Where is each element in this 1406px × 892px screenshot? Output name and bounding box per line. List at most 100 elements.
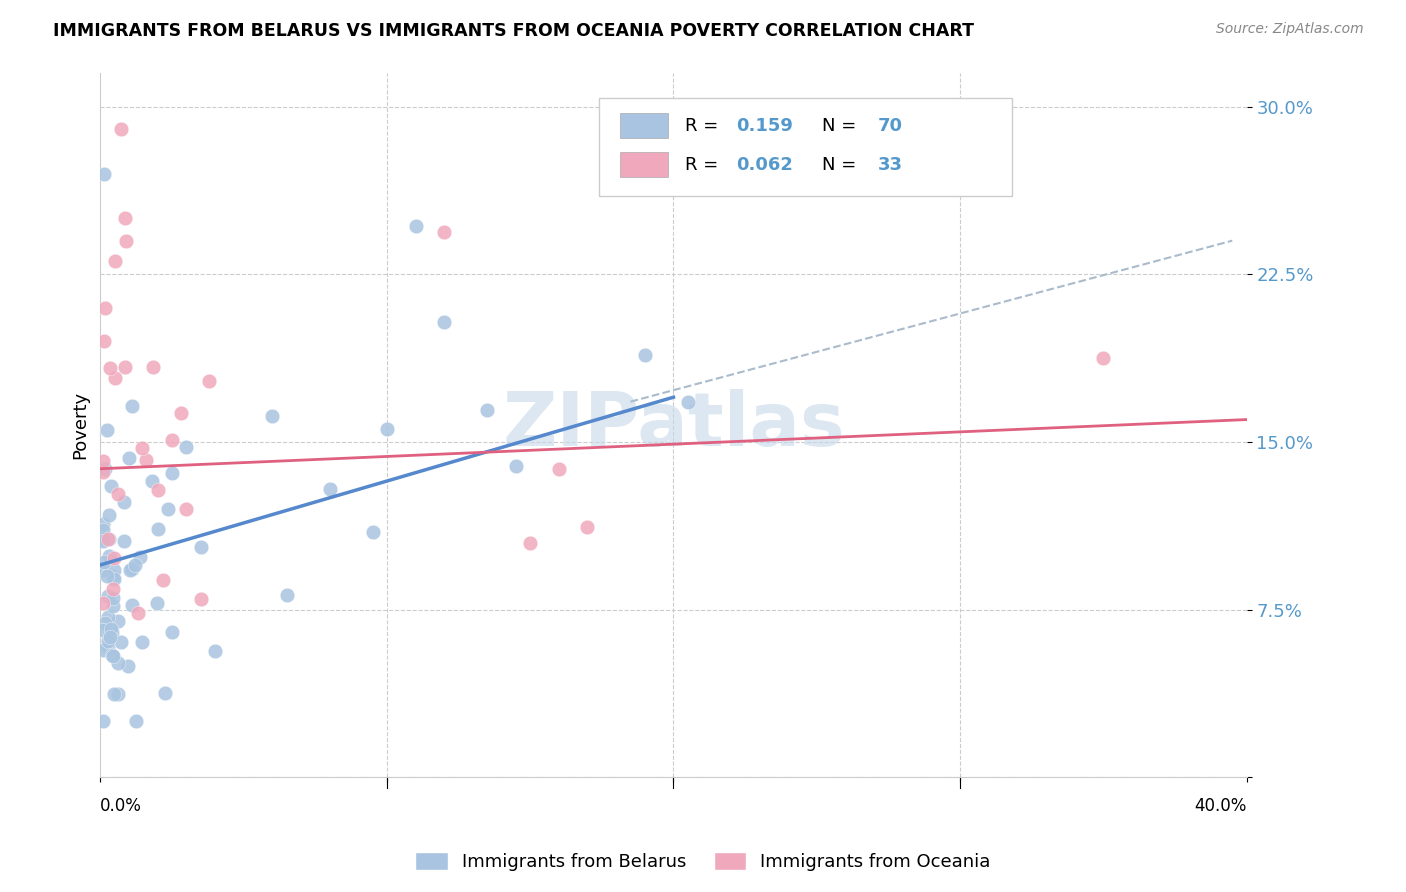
Point <box>91 517 114 532</box>
Point <box>477 402 499 417</box>
Point <box>91 642 114 657</box>
Point <box>97 532 120 546</box>
Point <box>112 495 135 509</box>
Point <box>433 315 456 329</box>
Point <box>107 687 129 701</box>
Point <box>103 254 125 268</box>
Point <box>91 533 114 548</box>
Point <box>153 686 176 700</box>
Point <box>129 550 152 565</box>
Text: 0.062: 0.062 <box>737 155 793 174</box>
Point <box>101 582 124 597</box>
Point <box>94 301 117 315</box>
Text: 0.159: 0.159 <box>737 117 793 135</box>
Point <box>101 649 124 664</box>
Point <box>103 550 125 565</box>
Point <box>110 635 132 649</box>
Point <box>121 399 143 413</box>
Point <box>190 591 212 606</box>
Point <box>156 501 179 516</box>
Point <box>634 348 657 362</box>
Point <box>576 520 599 534</box>
Point <box>93 461 115 475</box>
Point <box>100 479 122 493</box>
Point <box>104 371 127 385</box>
Text: Source: ZipAtlas.com: Source: ZipAtlas.com <box>1216 22 1364 37</box>
Point <box>131 635 153 649</box>
Point <box>160 433 183 447</box>
Point <box>100 622 122 636</box>
Point <box>127 606 149 620</box>
Point <box>141 474 163 488</box>
Point <box>93 555 115 569</box>
Point <box>91 523 114 537</box>
Point <box>91 453 114 467</box>
Point <box>1092 351 1115 365</box>
FancyBboxPatch shape <box>599 97 1011 196</box>
Point <box>121 562 143 576</box>
Point <box>103 599 125 614</box>
Point <box>100 648 122 662</box>
Text: IMMIGRANTS FROM BELARUS VS IMMIGRANTS FROM OCEANIA POVERTY CORRELATION CHART: IMMIGRANTS FROM BELARUS VS IMMIGRANTS FR… <box>53 22 974 40</box>
Point <box>276 588 298 602</box>
Point <box>103 591 125 606</box>
Point <box>91 623 114 637</box>
Point <box>146 596 169 610</box>
Point <box>103 563 125 577</box>
Point <box>125 714 148 729</box>
Point <box>97 633 120 648</box>
Legend: Immigrants from Belarus, Immigrants from Oceania: Immigrants from Belarus, Immigrants from… <box>408 845 998 879</box>
Point <box>112 534 135 549</box>
Point <box>97 640 120 655</box>
Point <box>198 374 221 388</box>
Text: ZIPatlas: ZIPatlas <box>502 389 845 462</box>
Point <box>96 569 118 583</box>
Point <box>101 570 124 584</box>
Point <box>160 624 183 639</box>
Point <box>146 483 169 497</box>
Point <box>405 219 427 233</box>
Text: R =: R = <box>685 117 724 135</box>
Point <box>169 407 191 421</box>
Point <box>107 487 129 501</box>
Point <box>160 467 183 481</box>
Point <box>204 644 226 658</box>
Point <box>152 573 174 587</box>
Point <box>98 630 121 644</box>
Point <box>101 625 124 640</box>
Point <box>120 564 142 578</box>
Text: 0.0%: 0.0% <box>100 797 142 815</box>
Point <box>142 359 165 374</box>
Point <box>146 522 169 536</box>
Point <box>131 441 153 455</box>
Point <box>135 453 157 467</box>
Point <box>98 361 121 376</box>
Point <box>91 714 114 729</box>
Point <box>114 211 136 226</box>
Point <box>98 532 121 546</box>
Point <box>91 596 114 610</box>
Point <box>107 657 129 671</box>
Text: 33: 33 <box>877 155 903 174</box>
Point <box>93 167 115 181</box>
Point <box>110 121 132 136</box>
Point <box>124 558 146 573</box>
Point <box>176 441 198 455</box>
Point <box>361 524 384 539</box>
Point <box>262 409 284 423</box>
Point <box>190 541 212 555</box>
Point <box>505 459 527 474</box>
Text: N =: N = <box>823 155 862 174</box>
FancyBboxPatch shape <box>620 113 668 138</box>
Text: N =: N = <box>823 117 862 135</box>
Point <box>114 234 136 248</box>
Point <box>103 573 125 587</box>
Point <box>176 502 198 516</box>
Point <box>375 421 398 435</box>
Point <box>93 334 115 349</box>
Point <box>114 360 136 375</box>
Point <box>93 532 115 546</box>
Text: 40.0%: 40.0% <box>1194 797 1247 815</box>
Point <box>97 610 120 624</box>
Point <box>433 225 456 239</box>
